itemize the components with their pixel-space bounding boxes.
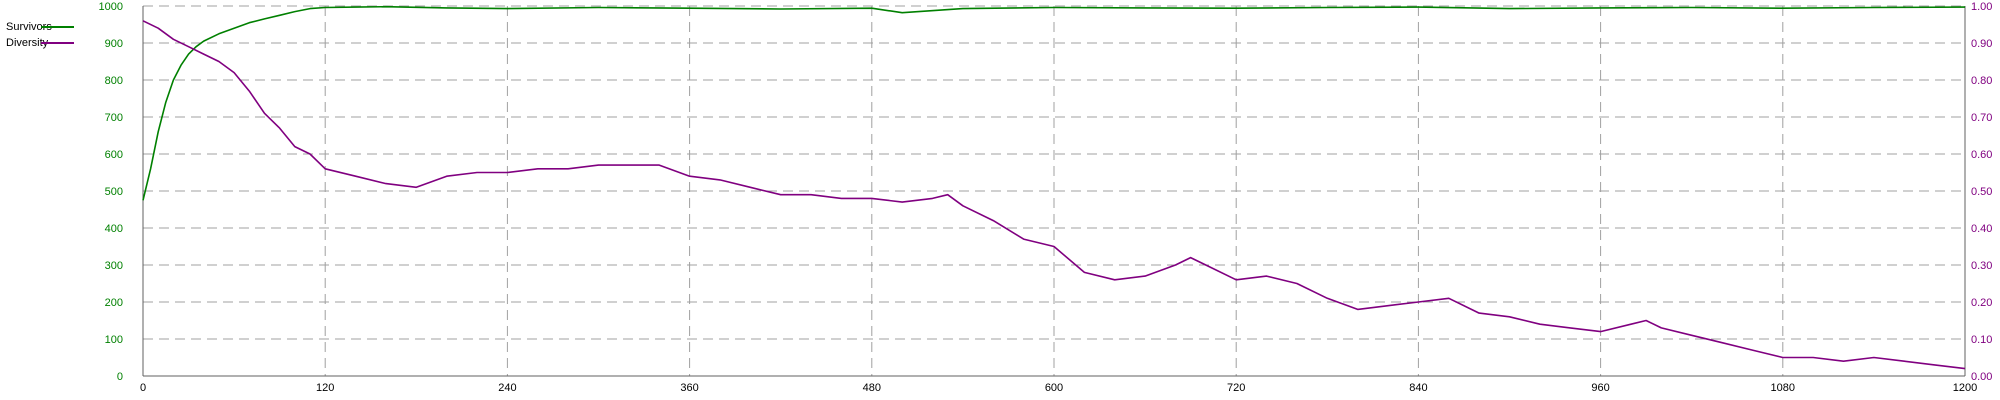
x-tick-label: 360	[680, 382, 698, 394]
x-tick-label: 240	[498, 382, 516, 394]
x-tick-label: 720	[1227, 382, 1245, 394]
y-right-tick-label: 0.90	[1971, 38, 1992, 50]
y-right-tick-label: 0.00	[1971, 371, 1992, 383]
axes	[142, 6, 1966, 377]
legend: Survivors Diversity	[6, 21, 74, 49]
y-left-tick-label: 700	[105, 112, 123, 124]
x-tick-label: 840	[1409, 382, 1427, 394]
y-left-tick-label: 600	[105, 149, 123, 161]
y-right-tick-label: 0.70	[1971, 112, 1992, 124]
x-tick-label: 1200	[1953, 382, 1977, 394]
legend-label-survivors: Survivors	[6, 21, 52, 33]
y-left-tick-label: 500	[105, 186, 123, 198]
x-tick-label: 960	[1591, 382, 1609, 394]
y-left-tick-label: 800	[105, 75, 123, 87]
y-right-tick-label: 0.50	[1971, 186, 1992, 198]
y-right-tick-label: 0.60	[1971, 149, 1992, 161]
y-left-tick-label: 300	[105, 260, 123, 272]
series-lines	[142, 5, 1966, 370]
y-right-tick-label: 0.80	[1971, 75, 1992, 87]
y-left-tick-label: 1000	[99, 1, 123, 13]
x-tick-label: 120	[316, 382, 334, 394]
series-line-diversity	[142, 20, 1966, 370]
series-line-survivors	[142, 5, 1966, 201]
y-right-tick-label: 0.40	[1971, 223, 1992, 235]
y-left-tick-label: 400	[105, 223, 123, 235]
x-tick-label: 480	[863, 382, 881, 394]
legend-label-diversity: Diversity	[6, 37, 49, 49]
y-left-tick-label: 100	[105, 334, 123, 346]
y-left-tick-label: 900	[105, 38, 123, 50]
grid-lines	[143, 5, 1965, 376]
y-left-tick-label: 0	[117, 371, 123, 383]
tick-labels: 0 120 240 360 480 600 720 840 960 1080 1200 0 100 200…	[99, 1, 1993, 394]
y-right-tick-label: 0.30	[1971, 260, 1992, 272]
y-right-tick-label: 0.20	[1971, 297, 1992, 309]
y-right-tick-label: 0.10	[1971, 334, 1992, 346]
x-tick-label: 0	[140, 382, 146, 394]
x-tick-label: 1080	[1771, 382, 1795, 394]
y-left-tick-label: 200	[105, 297, 123, 309]
x-tick-label: 600	[1045, 382, 1063, 394]
y-right-tick-label: 1.00	[1971, 1, 1992, 13]
